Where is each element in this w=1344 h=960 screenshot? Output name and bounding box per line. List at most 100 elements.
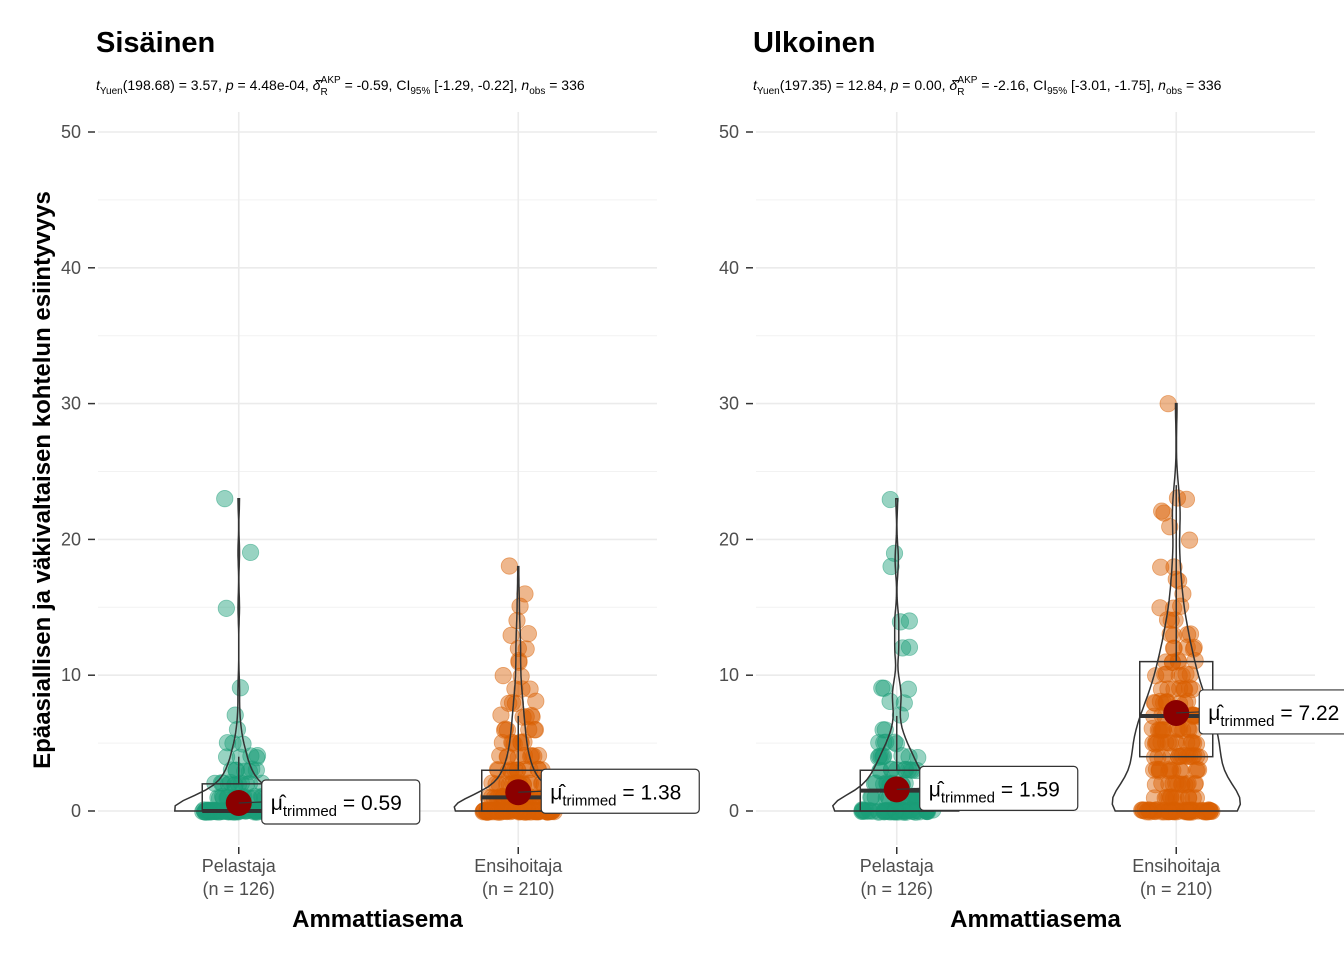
data-point — [500, 557, 518, 575]
data-point — [1152, 558, 1170, 576]
data-point — [218, 734, 237, 752]
data-point — [1133, 801, 1151, 819]
y-tick-label: 20 — [61, 529, 81, 549]
data-point — [870, 803, 888, 821]
mean-label-box — [919, 765, 1079, 812]
trimmed-mean-ensihoitaja: μ̂trimmed = 7.22 — [1163, 689, 1344, 735]
mean-label-connector — [518, 790, 542, 793]
panel-ulkoinen: 0 10 20 30 40 50 Ulkoinen tYuen(197.35) = 12.84… — [719, 27, 1344, 933]
data-point — [1145, 693, 1163, 712]
panel-subtitle: tYuen(197.35) = 12.84, p = 0.00, δ̂RAKP … — [753, 75, 1222, 98]
data-point — [519, 625, 537, 643]
mean-label: μ̂trimmed = 1.59 — [929, 778, 1060, 806]
data-point — [510, 651, 528, 670]
x-tick-label: Pelastaja — [202, 856, 277, 876]
y-tick-label: 10 — [719, 665, 739, 685]
x-tick-label: Ensihoitaja — [474, 856, 563, 876]
data-point — [512, 734, 530, 752]
mean-label-box — [540, 768, 700, 814]
data-point — [869, 748, 888, 766]
data-point — [217, 599, 235, 617]
mean-label-box — [1198, 689, 1344, 735]
violin-pelastaja — [831, 497, 962, 812]
mean-label: μ̂trimmed = 7.22 — [1208, 702, 1339, 730]
y-tick-label: 50 — [719, 122, 739, 142]
data-point — [870, 734, 888, 752]
data-point — [492, 706, 510, 724]
data-point — [1168, 489, 1187, 507]
x-tick-label: Pelastaja — [860, 856, 935, 876]
data-point — [525, 747, 543, 765]
grid — [98, 112, 657, 845]
data-point — [503, 733, 521, 751]
data-point — [1180, 531, 1199, 549]
y-tick-label: 40 — [719, 258, 739, 278]
data-point — [900, 638, 919, 656]
data-point — [216, 490, 234, 508]
mean-label-connector — [896, 787, 920, 791]
x-tick-label: Ensihoitaja — [1132, 856, 1221, 876]
y-tick-label: 30 — [719, 394, 739, 414]
data-point — [1145, 761, 1163, 779]
trimmed-mean-ensihoitaja: μ̂trimmed = 1.38 — [505, 768, 700, 814]
trimmed-mean-pelastaja: μ̂trimmed = 1.59 — [883, 765, 1079, 812]
data-point — [897, 803, 915, 821]
data-point — [891, 613, 910, 631]
data-point — [881, 490, 899, 509]
data-point — [527, 692, 545, 710]
y-tick-label: 50 — [61, 122, 81, 142]
data-point — [1147, 733, 1165, 751]
data-point — [882, 557, 900, 576]
data-point — [241, 543, 260, 562]
mean-label-connector — [1176, 711, 1200, 714]
data-point — [502, 626, 520, 644]
data-point — [1159, 734, 1177, 752]
violin-ensihoitaja — [1111, 402, 1242, 812]
y-tick-label: 10 — [61, 665, 81, 685]
data-point — [894, 639, 912, 657]
y-axis-title: Epäasiallisen ja väkivaltaisen kohtelun … — [29, 191, 56, 769]
y-tick-label: 40 — [61, 258, 81, 278]
y-tick-label: 20 — [719, 529, 739, 549]
data-point — [491, 747, 509, 765]
x-tick-n-label: (n = 126) — [860, 879, 933, 899]
data-point — [1156, 665, 1174, 684]
x-tick-n-label: (n = 210) — [482, 879, 555, 899]
trimmed-mean-pelastaja: μ̂trimmed = 0.59 — [225, 779, 421, 825]
data-point — [1146, 776, 1164, 794]
x-axis-title: Ammattiasema — [292, 906, 463, 933]
data-point — [900, 748, 918, 766]
data-point — [1144, 734, 1162, 752]
data-point — [1153, 502, 1171, 520]
data-point — [231, 679, 249, 697]
y-tick-label: 0 — [71, 801, 81, 821]
data-point — [881, 692, 899, 710]
x-tick-n-label: (n = 210) — [1140, 879, 1213, 899]
violin-pelastaja — [173, 497, 304, 812]
data-point — [1162, 788, 1180, 806]
data-point — [1167, 803, 1185, 821]
y-tick-label: 30 — [61, 394, 81, 414]
panels: 0 10 20 30 40 50 Sisäinen tYuen(198.68) = 3.57,… — [61, 27, 1344, 933]
data-point — [873, 679, 891, 697]
data-point — [1198, 803, 1216, 821]
x-axis-title: Ammattiasema — [950, 906, 1121, 933]
violin-ensihoitaja — [453, 565, 584, 812]
data-point — [1189, 761, 1208, 779]
grid — [756, 112, 1315, 845]
data-point — [1177, 490, 1196, 508]
panel-subtitle: tYuen(198.68) = 3.57, p = 4.48e-04, δ̂RA… — [96, 75, 585, 98]
mean-label-connector — [238, 801, 262, 804]
data-point — [1177, 665, 1195, 683]
data-point — [1161, 518, 1179, 536]
data-point — [494, 667, 512, 685]
mean-label-box — [261, 779, 421, 825]
mean-label: μ̂trimmed = 0.59 — [271, 792, 402, 820]
panel-title: Ulkoinen — [753, 27, 875, 59]
data-point — [1165, 626, 1183, 644]
data-point — [1179, 803, 1197, 821]
data-point — [1160, 803, 1178, 821]
data-point — [525, 721, 544, 739]
panel-title: Sisäinen — [96, 27, 215, 59]
